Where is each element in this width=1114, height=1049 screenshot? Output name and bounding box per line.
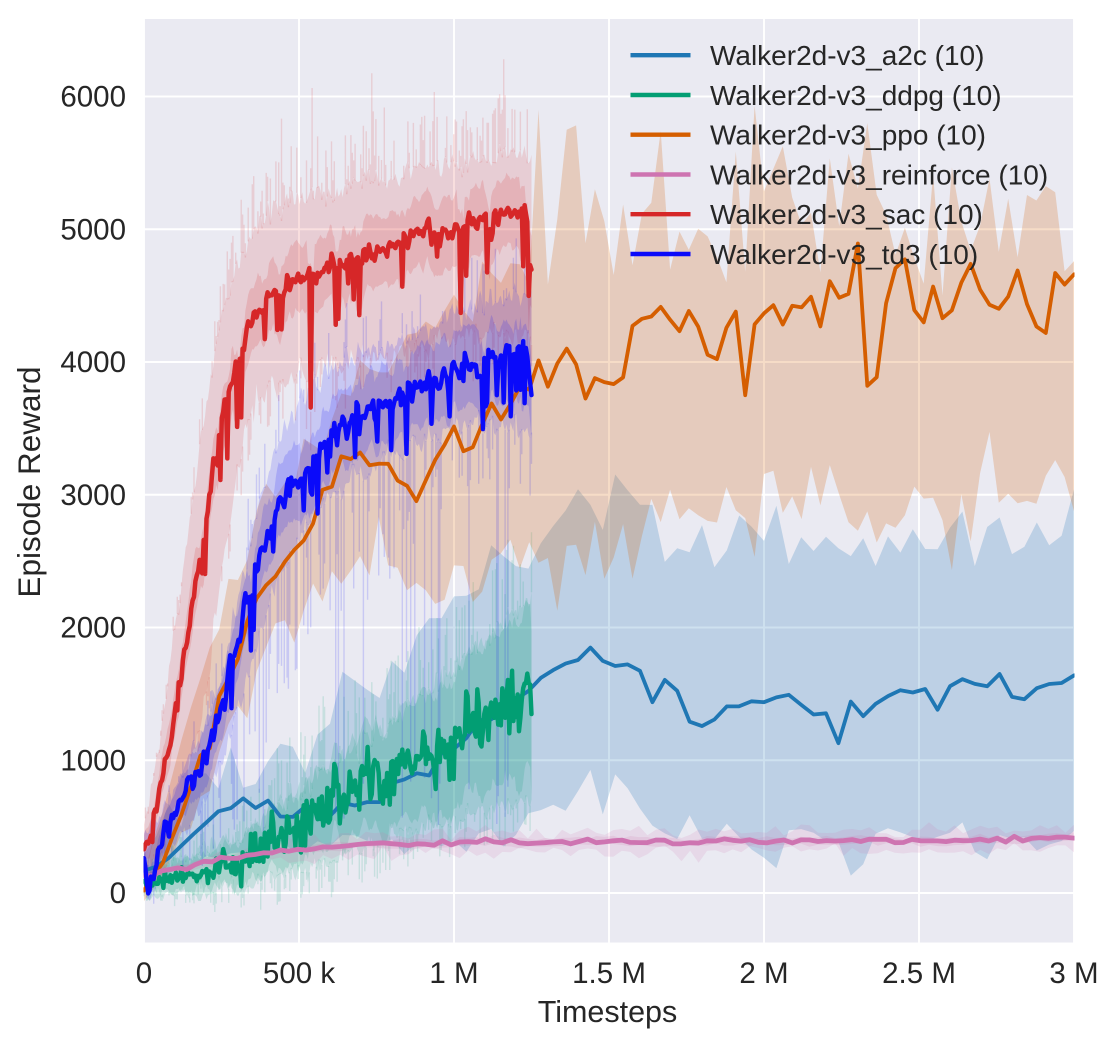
svg-text:0: 0 (136, 957, 152, 990)
svg-text:1000: 1000 (60, 744, 126, 777)
svg-text:Timesteps: Timesteps (538, 995, 678, 1029)
svg-text:Walker2d-v3_reinforce (10): Walker2d-v3_reinforce (10) (710, 159, 1048, 190)
svg-text:3 M: 3 M (1049, 957, 1098, 990)
svg-text:Walker2d-v3_sac (10): Walker2d-v3_sac (10) (710, 199, 983, 230)
svg-text:2000: 2000 (60, 612, 126, 645)
svg-text:0: 0 (110, 877, 126, 910)
svg-text:3000: 3000 (60, 479, 126, 512)
svg-text:5000: 5000 (60, 213, 126, 246)
svg-text:6000: 6000 (60, 81, 126, 114)
svg-text:Walker2d-v3_ppo (10): Walker2d-v3_ppo (10) (710, 120, 986, 151)
svg-text:2.5 M: 2.5 M (882, 957, 956, 990)
svg-text:Walker2d-v3_a2c (10): Walker2d-v3_a2c (10) (710, 40, 984, 71)
svg-text:1 M: 1 M (429, 957, 478, 990)
svg-text:4000: 4000 (60, 346, 126, 379)
svg-text:500 k: 500 k (263, 957, 335, 990)
svg-text:Walker2d-v3_td3 (10): Walker2d-v3_td3 (10) (710, 239, 978, 270)
svg-text:2 M: 2 M (739, 957, 788, 990)
svg-text:1.5 M: 1.5 M (572, 957, 646, 990)
svg-text:Episode Reward: Episode Reward (11, 366, 47, 597)
svg-text:Walker2d-v3_ddpg (10): Walker2d-v3_ddpg (10) (710, 80, 1002, 111)
